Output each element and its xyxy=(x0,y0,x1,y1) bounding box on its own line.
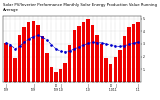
Bar xyxy=(36,25,40,82)
Bar xyxy=(91,25,94,82)
Bar xyxy=(32,21,35,82)
Bar xyxy=(27,22,30,82)
Bar xyxy=(104,58,108,82)
Bar xyxy=(109,64,112,82)
Bar xyxy=(77,26,80,82)
Bar xyxy=(45,53,49,82)
Bar xyxy=(100,44,103,82)
Bar xyxy=(41,36,44,82)
Bar xyxy=(22,27,26,82)
Bar xyxy=(86,19,90,82)
Bar xyxy=(9,46,12,82)
Bar xyxy=(54,72,58,82)
Bar xyxy=(136,22,140,82)
Bar xyxy=(4,43,8,82)
Bar xyxy=(123,36,126,82)
Bar xyxy=(18,35,21,82)
Bar xyxy=(127,27,131,82)
Bar xyxy=(59,69,62,82)
Text: Solar PV/Inverter Performance Monthly Solar Energy Production Value Running Aver: Solar PV/Inverter Performance Monthly So… xyxy=(3,3,157,12)
Bar xyxy=(132,24,135,82)
Bar xyxy=(64,63,67,82)
Bar xyxy=(95,35,99,82)
Bar xyxy=(118,50,122,82)
Bar xyxy=(68,45,71,82)
Bar xyxy=(82,22,85,82)
Bar xyxy=(13,58,17,82)
Bar xyxy=(73,30,76,82)
Bar xyxy=(114,57,117,82)
Bar xyxy=(50,67,53,82)
